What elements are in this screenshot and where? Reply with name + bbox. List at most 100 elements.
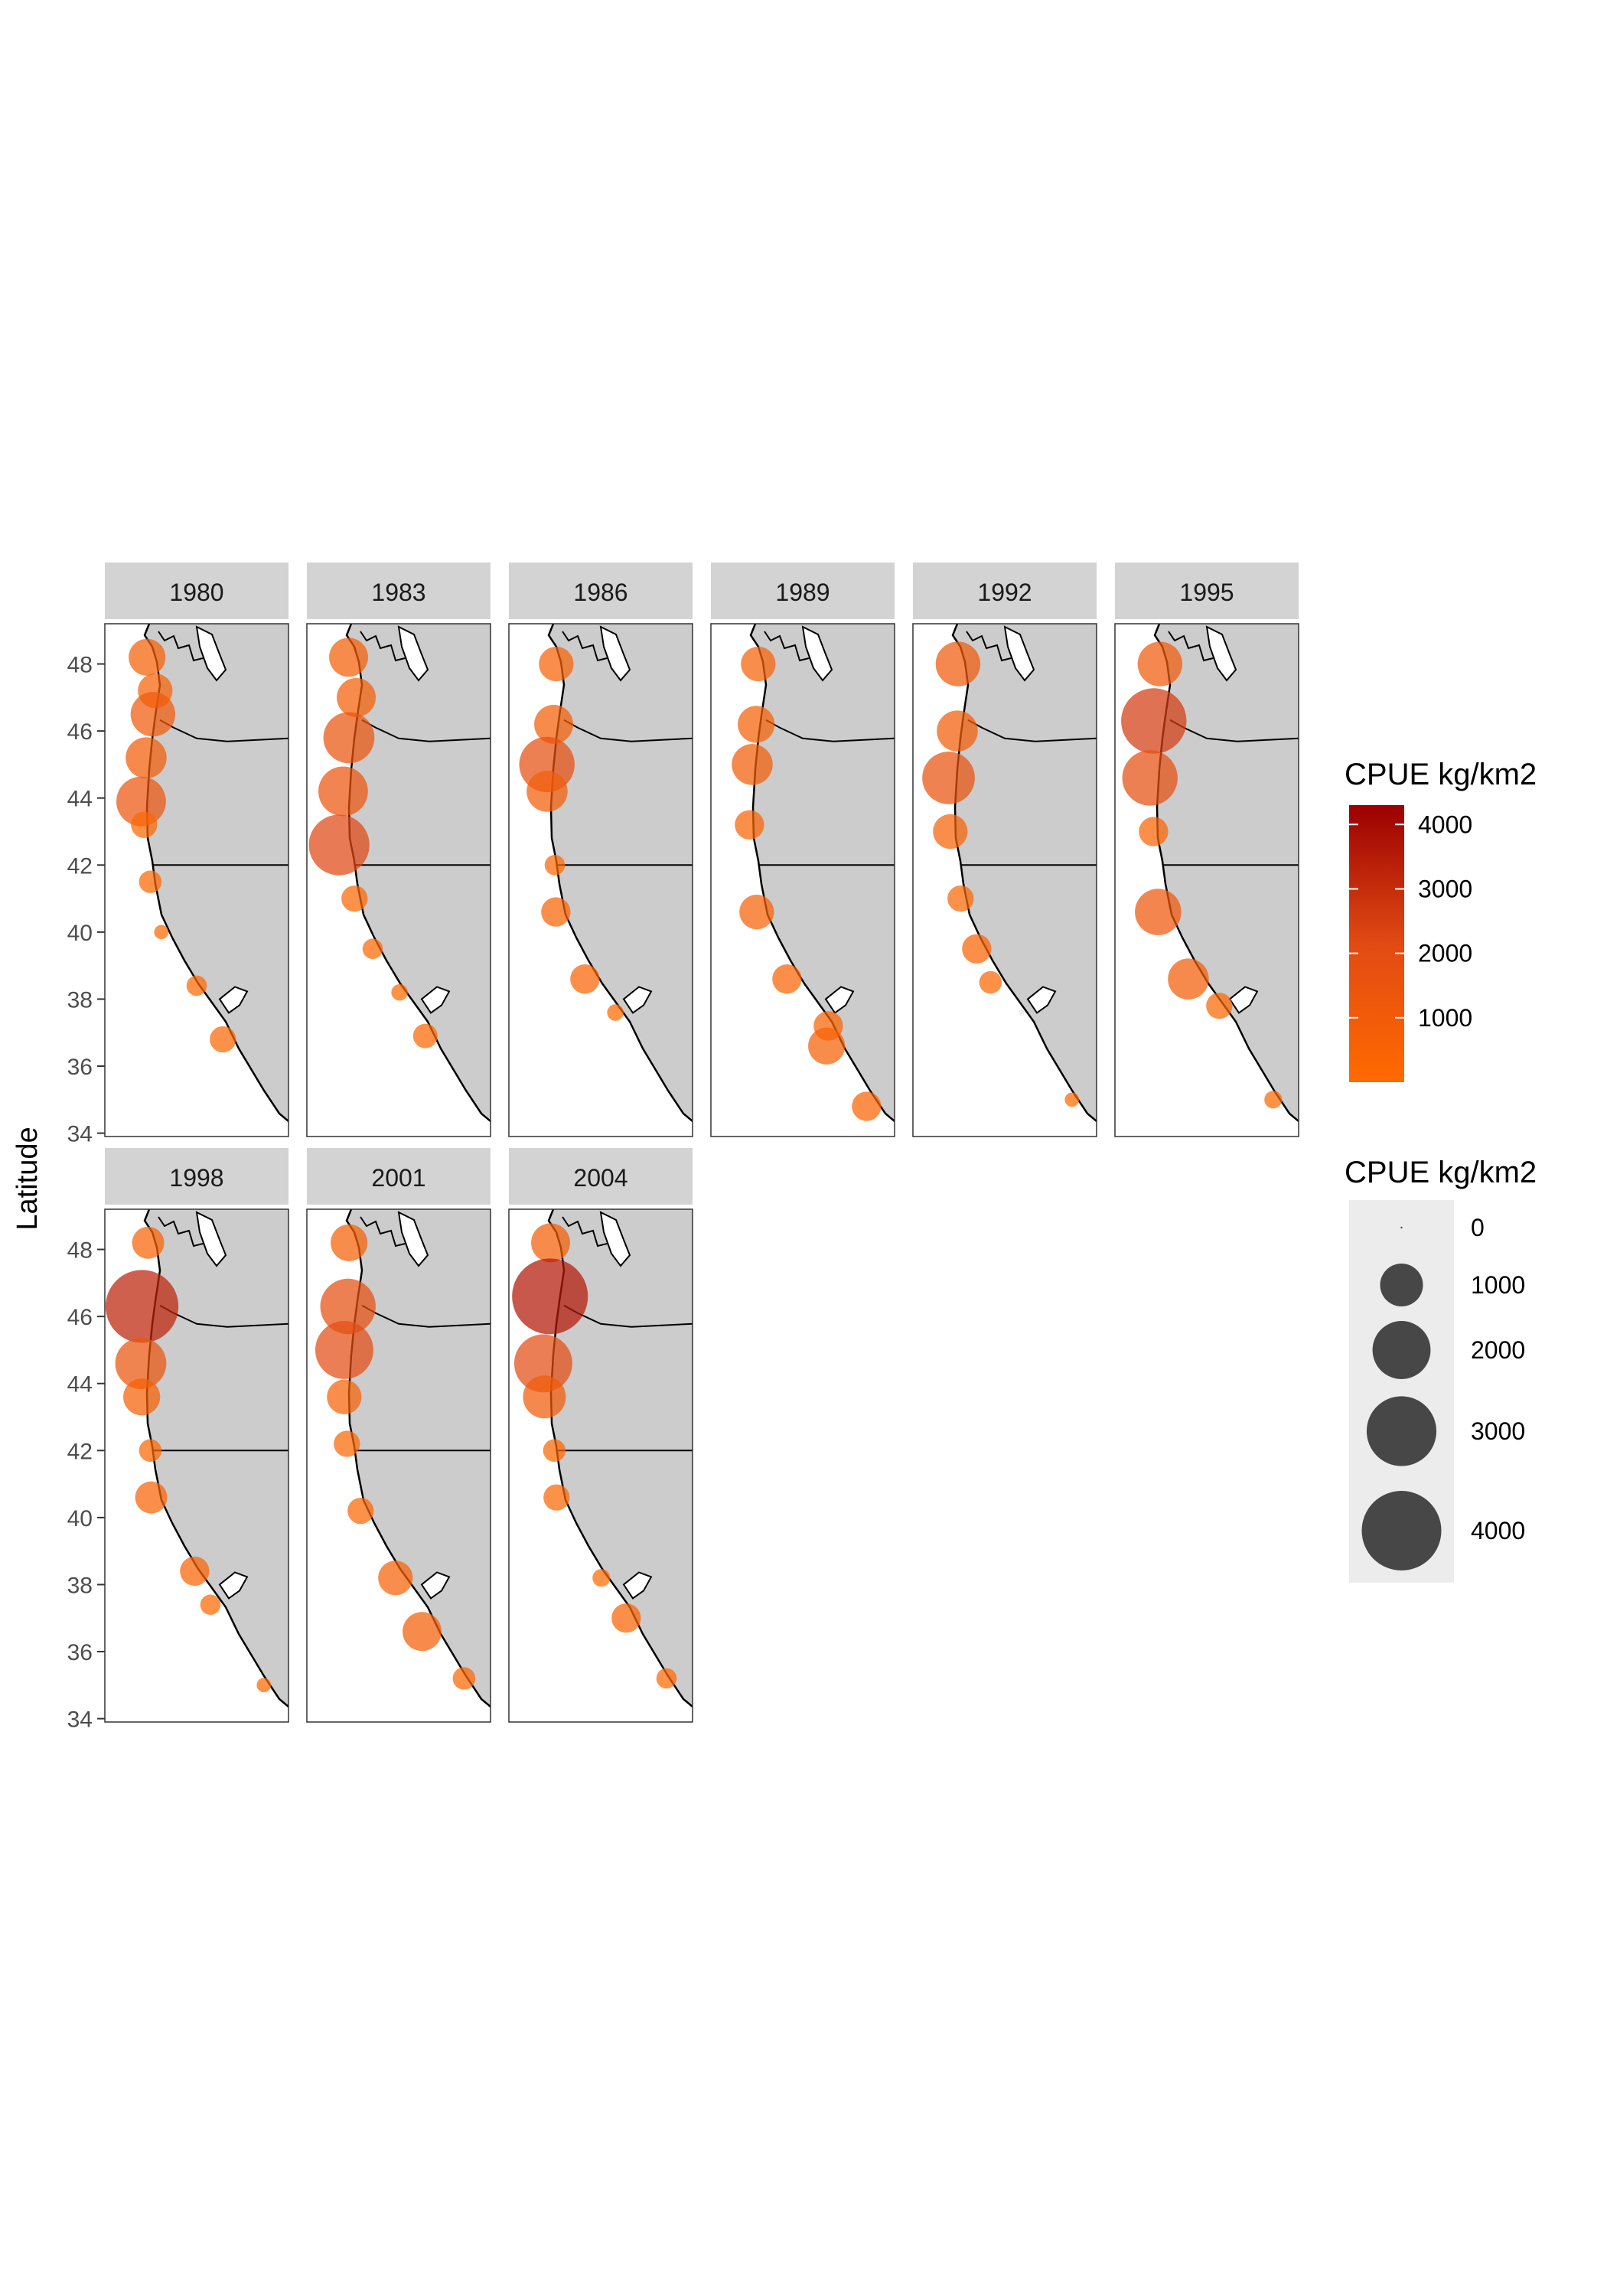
panel-border — [306, 1208, 491, 1723]
y-tick-label: 48 — [67, 653, 93, 678]
cpue-point — [541, 897, 571, 927]
basemap — [345, 1208, 491, 1707]
cpue-point — [772, 964, 802, 994]
panel-border — [1114, 623, 1299, 1137]
size-legend-key — [1361, 1491, 1442, 1570]
cpue-point — [947, 885, 974, 912]
color-legend-title: CPUE kg/km2 — [1345, 758, 1537, 791]
facet-strip-label: 2004 — [573, 1164, 627, 1192]
cpue-point — [200, 1594, 221, 1616]
cpue-point — [1019, 1009, 1025, 1016]
y-tick-label: 48 — [67, 1238, 93, 1264]
basemap — [143, 1208, 289, 1707]
size-legend-title: CPUE kg/km2 — [1345, 1156, 1537, 1189]
bay-outline — [218, 986, 249, 1014]
y-tick-label: 42 — [67, 1439, 93, 1464]
cpue-point — [852, 1091, 882, 1121]
y-axis: 48 46 44 42 40 38 36 34 — [67, 653, 105, 1147]
sound-inlet — [599, 1211, 631, 1267]
size-legend-label: 4000 — [1471, 1517, 1525, 1544]
data-points — [105, 1226, 272, 1693]
cpue-point — [935, 641, 981, 687]
cpue-point — [1137, 641, 1183, 687]
facet-strip-label: 1989 — [775, 579, 830, 606]
facet-panel: 1986 — [508, 563, 693, 1137]
panel-border — [104, 623, 289, 1137]
sound-inlet — [599, 625, 631, 682]
land-polygon — [1155, 624, 1299, 1121]
cpue-point — [180, 1556, 210, 1587]
land-polygon — [347, 1209, 491, 1707]
cpue-point — [738, 706, 775, 743]
y-axis-title: Latitude — [11, 1127, 44, 1230]
cpue-point — [452, 1667, 476, 1690]
y-tick-label: 44 — [67, 1372, 93, 1397]
panel-border — [508, 1208, 693, 1723]
cpue-point — [315, 1320, 373, 1379]
cpue-point — [154, 925, 169, 940]
cpue-point — [115, 1338, 167, 1389]
cpue-point — [534, 704, 574, 744]
cpue-point — [323, 712, 375, 764]
data-points — [732, 646, 882, 1121]
bay-outline — [622, 1571, 653, 1600]
cpue-point — [320, 1278, 376, 1335]
cpue-point — [1264, 1091, 1283, 1109]
y-tick-label: 36 — [67, 1055, 93, 1080]
cpue-point — [1168, 958, 1209, 1000]
cpue-point — [139, 1439, 162, 1463]
size-legend-key — [1372, 1321, 1431, 1379]
cpue-point — [403, 1612, 442, 1652]
cpue-point — [611, 1603, 641, 1633]
facet-panel: 1998 — [104, 1148, 289, 1723]
sound-inlet — [195, 625, 227, 682]
land-polygon — [347, 624, 491, 1121]
y-tick-label: 40 — [67, 921, 93, 946]
y-tick-label: 34 — [67, 1122, 93, 1147]
bay-outline — [218, 1571, 249, 1600]
color-legend: CPUE kg/km2 4000 3000 2000 1000 — [1345, 758, 1537, 1082]
bay-outline — [824, 986, 855, 1014]
sound-inlet — [195, 1211, 227, 1267]
land-polygon — [145, 1209, 288, 1707]
y-tick-label: 44 — [67, 787, 93, 812]
cpue-point — [543, 1439, 566, 1463]
cpue-point — [125, 737, 167, 778]
cpue-point — [544, 854, 566, 876]
data-points — [1121, 641, 1283, 1109]
data-points — [519, 646, 624, 1021]
y-tick-label: 40 — [67, 1506, 93, 1531]
panel-border — [912, 623, 1097, 1137]
y-axes: 48 46 44 42 40 38 36 34 48 46 44 42 40 38 36 34 — [67, 653, 105, 1733]
cpue-point — [308, 814, 370, 876]
cpue-point — [105, 1270, 179, 1343]
y-tick-label: 42 — [67, 853, 93, 879]
cpue-point — [378, 1561, 413, 1596]
cpue-point — [391, 983, 408, 1001]
cpue-point — [962, 934, 992, 964]
y-tick-label: 36 — [67, 1640, 93, 1665]
cpue-point — [937, 710, 978, 752]
cpue-point — [739, 895, 774, 930]
size-legend-key — [1366, 1396, 1437, 1466]
facet-panel: 2004 — [508, 1148, 693, 1723]
bay-outline — [1026, 986, 1057, 1014]
cpue-point — [1139, 817, 1169, 846]
land-polygon — [549, 1209, 693, 1707]
basemap — [749, 623, 895, 1122]
sound-inlet — [397, 625, 429, 682]
size-legend-label: 1000 — [1471, 1271, 1525, 1299]
cpue-point — [979, 970, 1002, 994]
cpue-point — [656, 1668, 677, 1689]
cpue-point — [592, 1569, 611, 1587]
y-axis: 48 46 44 42 40 38 36 34 — [67, 1238, 105, 1733]
data-points — [922, 641, 1080, 1107]
facet-strip — [1115, 563, 1299, 619]
data-points — [116, 638, 236, 1053]
cpue-point — [139, 870, 162, 893]
cpue-point — [123, 1378, 161, 1416]
facet-panel: 1989 — [710, 563, 895, 1137]
y-tick-label: 38 — [67, 1573, 93, 1598]
data-points — [512, 1223, 677, 1689]
